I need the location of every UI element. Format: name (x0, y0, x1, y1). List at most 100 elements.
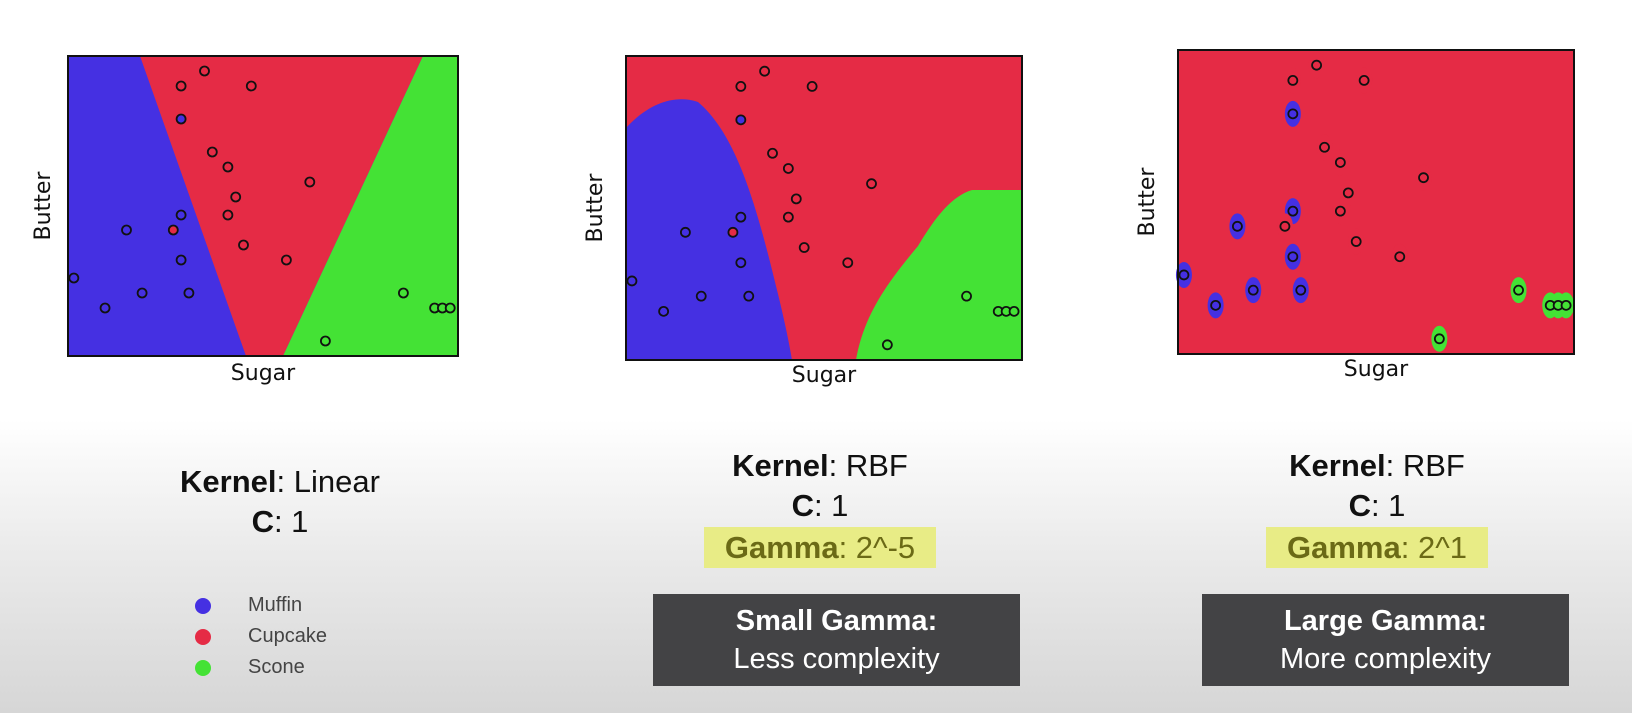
rbf-small-gamma-params: Kernel: RBF C: 1 Gamma: 2^-5 (660, 446, 980, 568)
kernel-line: Kernel: RBF (660, 446, 980, 486)
kernel-value: : RBF (828, 448, 908, 483)
scone-point (319, 335, 331, 347)
plot-frame (625, 55, 1023, 361)
muffin-point (99, 302, 111, 314)
muffin-point (121, 224, 132, 236)
legend-label: Scone (248, 656, 305, 678)
cupcake-point (1287, 74, 1299, 86)
muffin-point (1210, 299, 1222, 311)
cupcake-point (1358, 74, 1370, 86)
scone-point (397, 287, 409, 299)
gamma-value: : 2^-5 (838, 530, 916, 565)
plot-area (1175, 49, 1575, 355)
legend-item-cupcake: Cupcake (195, 621, 327, 652)
cupcake-point (222, 161, 234, 173)
cupcake-dot-icon (195, 628, 211, 645)
gamma-highlight: Gamma: 2^1 (1266, 527, 1488, 568)
muffin-point (626, 275, 638, 287)
note-subtitle: Less complexity (733, 643, 940, 675)
linear-kernel-plot: Sugar Butter (31, 55, 459, 386)
muffin-point (1178, 269, 1190, 281)
x-axis-label: Sugar (792, 363, 857, 388)
c-value: : 1 (813, 488, 849, 523)
c-line: C: 1 (120, 502, 440, 542)
plot-frame (67, 55, 459, 357)
muffin-point (1287, 108, 1299, 120)
rbf-small-gamma-plot: Sugar Butter (583, 55, 1023, 388)
legend: Muffin Cupcake Scone (195, 590, 327, 683)
c-label: C (1348, 488, 1371, 523)
scone-region (283, 56, 458, 356)
muffin-point (175, 254, 187, 266)
large-gamma-note: Large Gamma: More complexity (1202, 594, 1569, 686)
legend-label: Muffin (248, 594, 303, 616)
cupcake-point (304, 176, 316, 188)
muffin-point (1247, 284, 1259, 296)
cupcake-point (1418, 172, 1429, 184)
muffin-point (680, 226, 691, 238)
cupcake-point (782, 211, 794, 223)
cupcake-point (759, 65, 771, 77)
muffin-point (743, 290, 755, 302)
cupcake-region (1178, 50, 1574, 354)
gamma-label: Gamma (724, 530, 839, 565)
cupcake-point (1350, 236, 1362, 247)
cupcake-point (230, 191, 242, 203)
y-axis-label: Butter (1135, 167, 1160, 237)
cupcake-point (842, 257, 854, 269)
legend-item-scone: Scone (195, 652, 327, 683)
muffin-point (658, 305, 670, 317)
legend-label: Cupcake (248, 625, 327, 647)
c-line: C: 1 (660, 486, 980, 526)
plot-area (625, 55, 1023, 361)
gamma-line: Gamma: 2^1 (1217, 527, 1537, 568)
cupcake-point (280, 254, 292, 266)
note-title: Small Gamma: (735, 605, 938, 637)
muffin-dot-icon (195, 597, 211, 614)
cupcake-point (199, 65, 210, 77)
scone-point (881, 339, 893, 351)
gamma-highlight: Gamma: 2^-5 (703, 527, 937, 568)
muffin-point (1287, 251, 1299, 263)
kernel-line: Kernel: RBF (1217, 446, 1537, 486)
c-value: : 1 (273, 504, 309, 539)
note-subtitle: More complexity (1279, 643, 1492, 675)
cupcake-point (1334, 205, 1346, 217)
muffin-point (183, 287, 195, 299)
scone-point (1008, 305, 1020, 317)
plot-area (67, 55, 459, 357)
cupcake-point (1311, 59, 1323, 71)
muffin-point (136, 287, 148, 299)
cupcake-point (222, 209, 234, 221)
scone-point (1513, 284, 1524, 296)
c-label: C (791, 488, 814, 523)
cupcake-point (727, 226, 739, 238)
note-title: Large Gamma: (1283, 605, 1488, 637)
c-label: C (251, 504, 274, 539)
cupcake-region (140, 56, 423, 356)
scone-point (444, 302, 456, 314)
scone-region (856, 190, 1022, 360)
cupcake-point (206, 146, 218, 158)
cupcake-point (238, 239, 249, 251)
y-axis-label: Butter (583, 173, 608, 243)
cupcake-point (767, 147, 778, 159)
c-value: : 1 (1370, 488, 1406, 523)
x-axis-label: Sugar (1344, 357, 1409, 382)
cupcake-point (782, 163, 794, 174)
scone-point (1560, 299, 1572, 311)
cupcake-point (245, 80, 257, 92)
kernel-label: Kernel (180, 464, 277, 499)
plot-frame (1177, 49, 1575, 355)
kernel-label: Kernel (1289, 448, 1386, 483)
muffin-point (735, 257, 747, 269)
cupcake-point (167, 224, 179, 236)
muffin-point (1295, 284, 1307, 296)
gamma-line: Gamma: 2^-5 (660, 527, 980, 568)
muffin-point (1287, 205, 1299, 217)
cupcake-point (798, 242, 810, 253)
x-axis-label: Sugar (231, 361, 296, 386)
kernel-line: Kernel: Linear (120, 462, 440, 502)
cupcake-point (1319, 141, 1330, 153)
muffin-point (735, 114, 747, 126)
